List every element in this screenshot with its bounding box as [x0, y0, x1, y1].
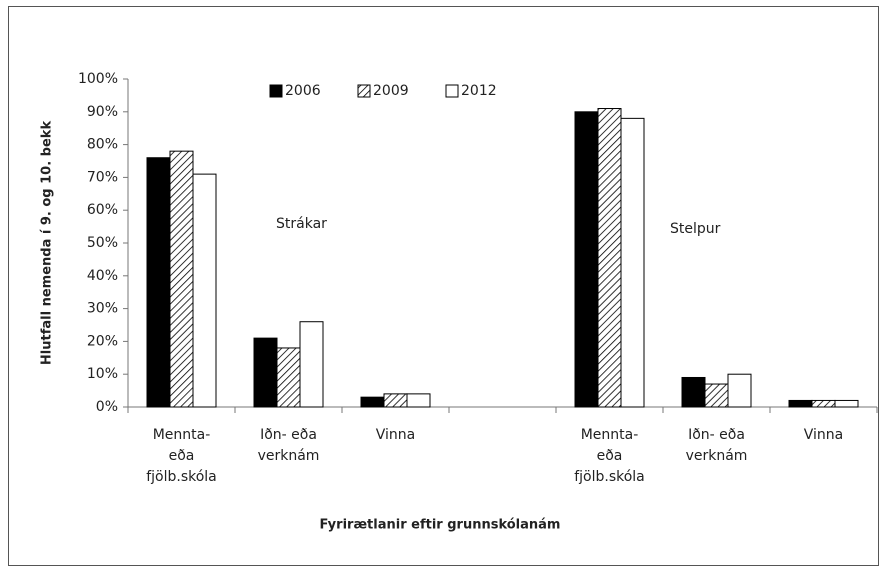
annotation: Stelpur [670, 221, 721, 237]
bar [360, 396, 385, 408]
x-tick-label: Vinna [804, 427, 843, 443]
y-tick-label: 50% [87, 235, 118, 251]
x-tick-label-line: Vinna [804, 427, 843, 443]
legend-swatch [445, 84, 459, 98]
bar [383, 393, 408, 408]
y-tick-label: 60% [87, 202, 118, 218]
x-tick-label-line: Iðn- eða [688, 427, 745, 443]
x-tick-label: Iðn- eða verknám [258, 427, 320, 464]
bar [574, 111, 599, 408]
x-tick-label-line: eða [597, 448, 623, 464]
legend-label: 2009 [373, 83, 409, 99]
x-tick-label-line: eða [169, 448, 195, 464]
y-tick-label: 20% [87, 333, 118, 349]
bar [681, 376, 706, 408]
x-tick-label-line: fjölb.skóla [574, 469, 645, 485]
x-tick-label-line: Vinna [376, 427, 415, 443]
y-tick-label: 80% [87, 137, 118, 153]
bar [192, 173, 217, 408]
legend-swatch [269, 84, 283, 98]
y-axis-label: Hlutfall nemenda í 9. og 10. bekk [40, 121, 55, 366]
bar [406, 393, 431, 408]
x-tick-label-line: fjölb.skóla [146, 469, 217, 485]
bar [704, 383, 729, 408]
frame [8, 6, 879, 566]
y-tick-label: 0% [96, 399, 118, 415]
y-tick-label: 10% [87, 366, 118, 382]
bar [811, 399, 836, 408]
bar [597, 108, 622, 408]
y-tick-label: 30% [87, 301, 118, 317]
annotation: Strákar [276, 216, 327, 232]
y-tick-label: 100% [78, 71, 118, 87]
x-tick-label-line: Iðn- eða [260, 427, 317, 443]
bar [834, 399, 859, 408]
bar [146, 157, 171, 408]
bar [253, 337, 278, 408]
x-tick-label-line: Mennta- [581, 427, 639, 443]
x-tick-label-line: verknám [686, 448, 748, 464]
y-tick-label: 70% [87, 169, 118, 185]
bar [276, 347, 301, 408]
x-tick-label: Iðn- eða verknám [686, 427, 748, 464]
x-tick-label: Vinna [376, 427, 415, 443]
bar [788, 399, 813, 408]
legend-label: 2012 [461, 83, 497, 99]
bar [169, 150, 194, 408]
x-axis-label: Fyrirætlanir eftir grunnskólanám [320, 518, 561, 533]
bar [620, 117, 645, 408]
x-tick-label-line: verknám [258, 448, 320, 464]
bar [299, 321, 324, 408]
x-tick-label: Mennta-eða fjölb.skóla [574, 427, 645, 485]
y-tick-label: 90% [87, 104, 118, 120]
bar [727, 373, 752, 408]
y-tick-label: 40% [87, 268, 118, 284]
legend-swatch [357, 84, 371, 98]
x-tick-label-line: Mennta- [153, 427, 211, 443]
legend-label: 2006 [285, 83, 321, 99]
x-tick-label: Mennta-eða fjölb.skóla [146, 427, 217, 485]
